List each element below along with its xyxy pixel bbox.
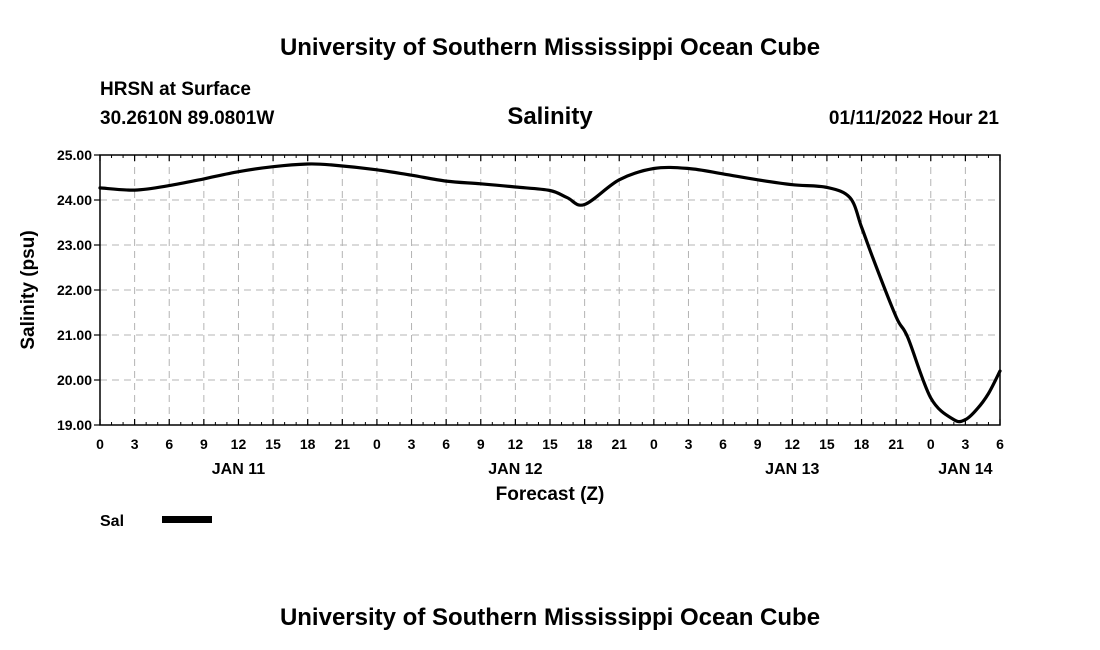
y-tick-label: 24.00 [57, 192, 92, 208]
x-tick-label: 18 [854, 436, 870, 452]
plot-frame [99, 154, 1001, 426]
footer-title: University of Southern Mississippi Ocean… [280, 604, 820, 631]
y-tick-label: 19.00 [57, 417, 92, 433]
legend-swatch [162, 516, 212, 523]
x-axis-label: Forecast (Z) [496, 484, 605, 505]
x-tick-label: 0 [96, 436, 104, 452]
x-tick-label: 9 [200, 436, 208, 452]
x-tick-label: 15 [265, 436, 281, 452]
x-tick-label: 15 [542, 436, 558, 452]
day-labels: JAN 11 JAN 12 JAN 13 JAN 14 [212, 461, 993, 478]
x-tick-label: 6 [165, 436, 173, 452]
x-tick-label: 12 [231, 436, 247, 452]
y-tick-label: 22.00 [57, 282, 92, 298]
y-axis-label: Salinity (psu) [18, 230, 39, 349]
x-tick-label: 15 [819, 436, 835, 452]
x-tick-label: 18 [577, 436, 593, 452]
page-title: University of Southern Mississippi Ocean… [280, 34, 820, 61]
y-axis-ticks: 19.00 20.00 21.00 22.00 23.00 24.00 25.00 [57, 147, 100, 433]
chart-title: Salinity [507, 103, 593, 130]
y-tick-label: 23.00 [57, 237, 92, 253]
y-tick-label: 21.00 [57, 327, 92, 343]
timestamp-label: 01/11/2022 Hour 21 [829, 108, 999, 129]
station-label: HRSN at Surface [100, 79, 251, 100]
day-label: JAN 14 [938, 461, 992, 478]
coordinates-label: 30.2610N 89.0801W [100, 108, 274, 129]
x-tick-label: 21 [611, 436, 627, 452]
x-tick-label: 0 [927, 436, 935, 452]
y-tick-label: 20.00 [57, 372, 92, 388]
x-tick-label: 21 [335, 436, 351, 452]
x-tick-label: 18 [300, 436, 316, 452]
x-tick-label: 3 [685, 436, 693, 452]
salinity-series-line [98, 162, 1002, 424]
y-tick-label: 25.00 [57, 147, 92, 163]
x-tick-label: 3 [408, 436, 416, 452]
x-tick-label: 9 [477, 436, 485, 452]
x-tick-label: 9 [754, 436, 762, 452]
x-tick-label: 21 [888, 436, 904, 452]
day-label: JAN 13 [765, 461, 819, 478]
x-tick-label: 0 [373, 436, 381, 452]
legend-label: Sal [100, 513, 124, 530]
x-tick-label: 6 [996, 436, 1004, 452]
x-tick-label: 3 [961, 436, 969, 452]
day-label: JAN 12 [488, 461, 542, 478]
x-tick-label: 3 [131, 436, 139, 452]
x-tick-label: 12 [508, 436, 524, 452]
legend: Sal [100, 513, 212, 530]
day-label: JAN 11 [212, 461, 265, 478]
x-tick-label: 12 [785, 436, 801, 452]
x-tick-label: 6 [442, 436, 450, 452]
x-tick-label: 0 [650, 436, 658, 452]
x-tick-label: 6 [719, 436, 727, 452]
